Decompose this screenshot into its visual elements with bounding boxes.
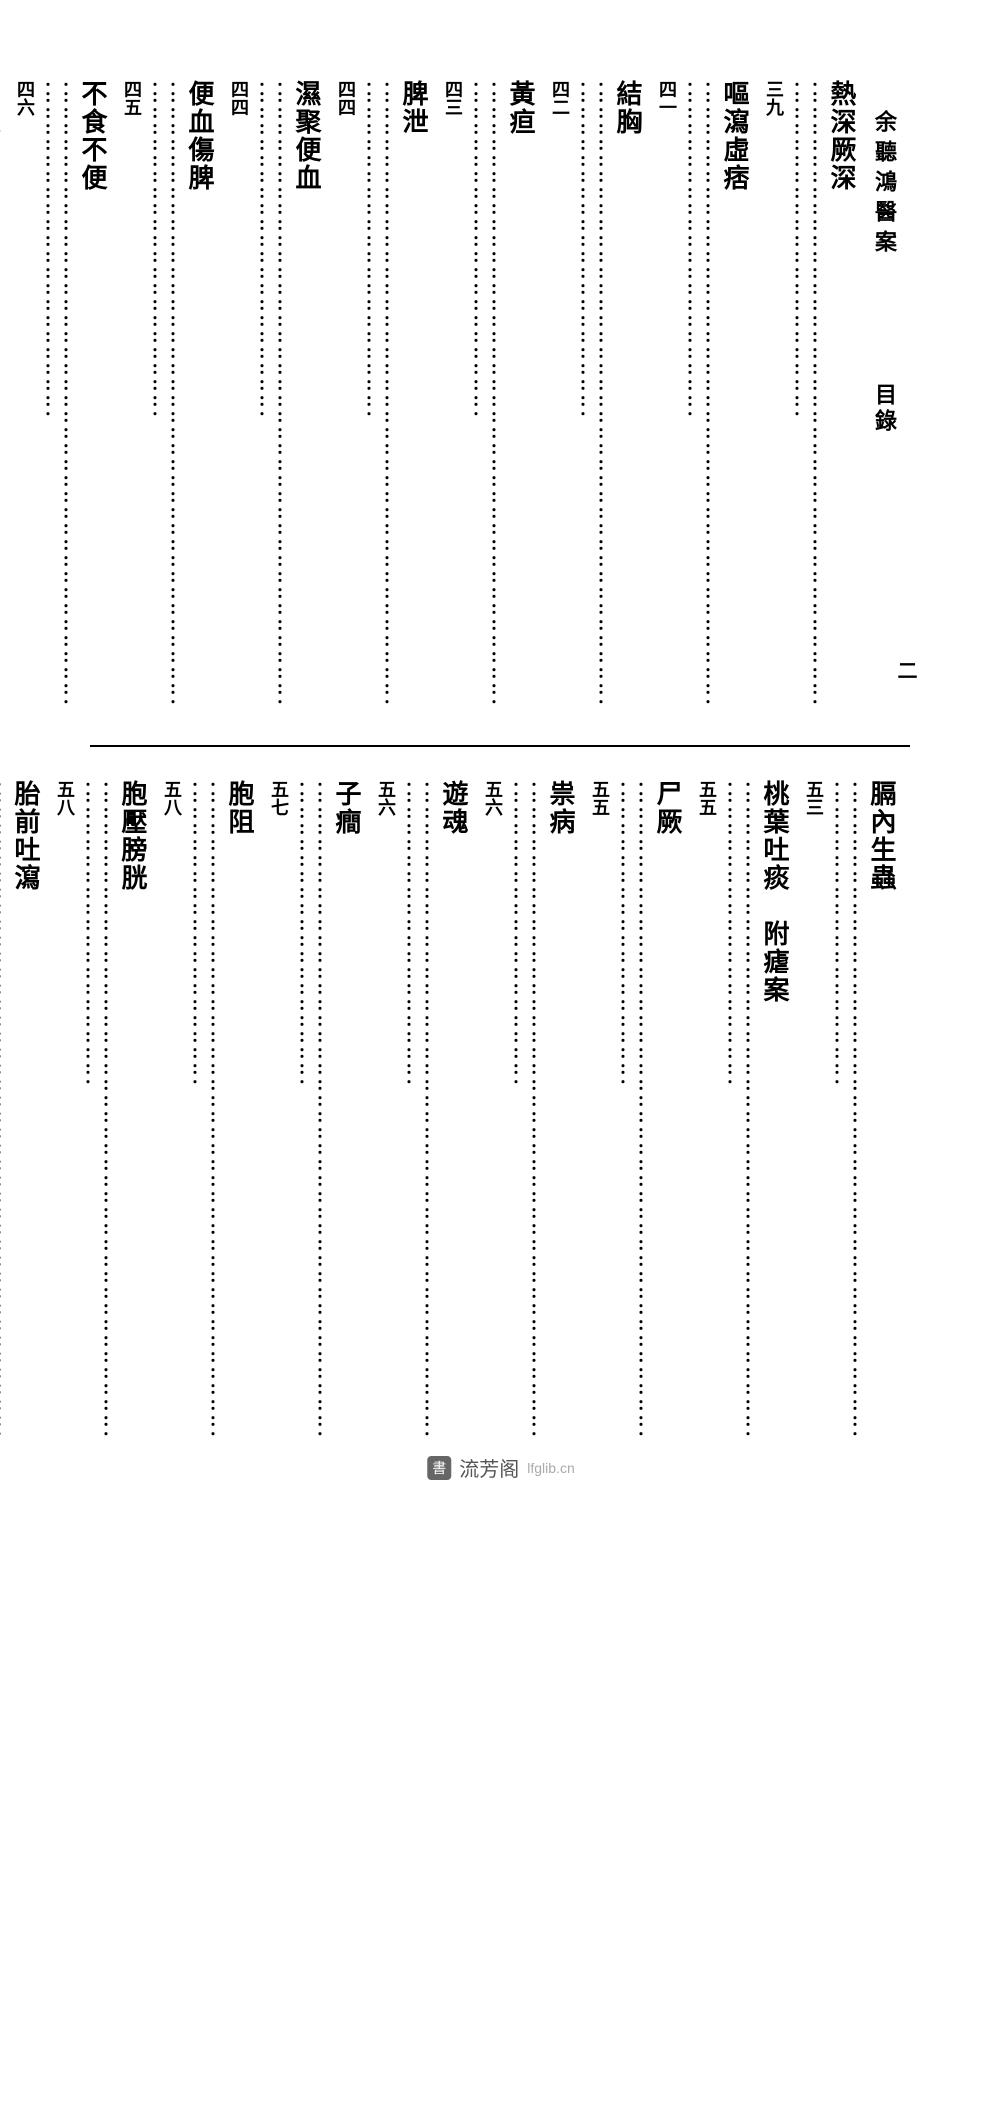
leader-dots: ︰︰︰︰︰︰︰︰︰︰︰︰︰︰︰︰︰︰︰︰︰︰︰︰︰︰︰︰︰︰︰︰︰︰︰︰︰︰︰︰… bbox=[720, 780, 756, 1440]
leader-dots: ︰︰︰︰︰︰︰︰︰︰︰︰︰︰︰︰︰︰︰︰︰︰︰︰︰︰︰︰︰︰︰︰︰︰︰︰︰︰︰︰… bbox=[466, 80, 502, 710]
entry-page: 五八 bbox=[52, 780, 78, 1440]
toc-entry: 子癎︰︰︰︰︰︰︰︰︰︰︰︰︰︰︰︰︰︰︰︰︰︰︰︰︰︰︰︰︰︰︰︰︰︰︰︰︰︰… bbox=[266, 780, 365, 1440]
toc-entry: 胎前吐瀉︰︰︰︰︰︰︰︰︰︰︰︰︰︰︰︰︰︰︰︰︰︰︰︰︰︰︰︰︰︰︰︰︰︰︰︰… bbox=[0, 780, 44, 1440]
entry-title: 膈內生蟲 bbox=[863, 780, 900, 1440]
entry-page: 五三 bbox=[801, 780, 827, 1440]
leader-dots: ︰︰︰︰︰︰︰︰︰︰︰︰︰︰︰︰︰︰︰︰︰︰︰︰︰︰︰︰︰︰︰︰︰︰︰︰︰︰︰︰… bbox=[359, 80, 395, 710]
watermark-cn: 流芳阁 bbox=[459, 1453, 519, 1482]
toc-entry: 不食不便︰︰︰︰︰︰︰︰︰︰︰︰︰︰︰︰︰︰︰︰︰︰︰︰︰︰︰︰︰︰︰︰︰︰︰︰… bbox=[12, 80, 111, 710]
leader-dots: ︰︰︰︰︰︰︰︰︰︰︰︰︰︰︰︰︰︰︰︰︰︰︰︰︰︰︰︰︰︰︰︰︰︰︰︰︰︰︰︰… bbox=[145, 80, 181, 710]
toc-entry: 胞阻︰︰︰︰︰︰︰︰︰︰︰︰︰︰︰︰︰︰︰︰︰︰︰︰︰︰︰︰︰︰︰︰︰︰︰︰︰︰… bbox=[159, 780, 258, 1440]
book-title: 余聽鴻醫案 bbox=[872, 110, 897, 260]
leader-dots: ︰︰︰︰︰︰︰︰︰︰︰︰︰︰︰︰︰︰︰︰︰︰︰︰︰︰︰︰︰︰︰︰︰︰︰︰︰︰︰︰… bbox=[506, 780, 542, 1440]
toc-entry: 熱深厥深︰︰︰︰︰︰︰︰︰︰︰︰︰︰︰︰︰︰︰︰︰︰︰︰︰︰︰︰︰︰︰︰︰︰︰︰… bbox=[761, 80, 860, 710]
entry-title: 嘔瀉虛痞 bbox=[716, 80, 753, 710]
leader-dots: ︰︰︰︰︰︰︰︰︰︰︰︰︰︰︰︰︰︰︰︰︰︰︰︰︰︰︰︰︰︰︰︰︰︰︰︰︰︰︰︰… bbox=[787, 80, 823, 710]
leader-dots: ︰︰︰︰︰︰︰︰︰︰︰︰︰︰︰︰︰︰︰︰︰︰︰︰︰︰︰︰︰︰︰︰︰︰︰︰︰︰︰︰… bbox=[827, 780, 863, 1440]
entry-page: 四四 bbox=[333, 80, 359, 710]
book-header: 余聽鴻醫案 目錄 bbox=[868, 80, 900, 710]
entry-page: 三九 bbox=[761, 80, 787, 710]
toc-entry: 膈內生蟲︰︰︰︰︰︰︰︰︰︰︰︰︰︰︰︰︰︰︰︰︰︰︰︰︰︰︰︰︰︰︰︰︰︰︰︰… bbox=[801, 780, 900, 1440]
watermark-url: lfglib.cn bbox=[527, 1460, 574, 1476]
page-indicator: 二 bbox=[891, 660, 920, 680]
toc-entry: 胞壓膀胱︰︰︰︰︰︰︰︰︰︰︰︰︰︰︰︰︰︰︰︰︰︰︰︰︰︰︰︰︰︰︰︰︰︰︰︰… bbox=[52, 780, 151, 1440]
entry-title: 不食不便 bbox=[74, 80, 111, 710]
entry-title: 桃葉吐痰 附瘧案 bbox=[756, 780, 793, 1440]
entry-title: 便血傷脾 bbox=[181, 80, 218, 710]
entry-title: 尸厥 bbox=[649, 780, 686, 1440]
section-divider bbox=[90, 745, 910, 747]
entry-page: 四三 bbox=[440, 80, 466, 710]
toc-entry: 嘔瀉虛痞︰︰︰︰︰︰︰︰︰︰︰︰︰︰︰︰︰︰︰︰︰︰︰︰︰︰︰︰︰︰︰︰︰︰︰︰… bbox=[654, 80, 753, 710]
watermark: 書 流芳阁 lfglib.cn bbox=[427, 1453, 574, 1482]
entry-title: 黃疸 bbox=[502, 80, 539, 710]
leader-dots: ︰︰︰︰︰︰︰︰︰︰︰︰︰︰︰︰︰︰︰︰︰︰︰︰︰︰︰︰︰︰︰︰︰︰︰︰︰︰︰︰… bbox=[292, 780, 328, 1440]
leader-dots: ︰︰︰︰︰︰︰︰︰︰︰︰︰︰︰︰︰︰︰︰︰︰︰︰︰︰︰︰︰︰︰︰︰︰︰︰︰︰︰︰… bbox=[252, 80, 288, 710]
leader-dots: ︰︰︰︰︰︰︰︰︰︰︰︰︰︰︰︰︰︰︰︰︰︰︰︰︰︰︰︰︰︰︰︰︰︰︰︰︰︰︰︰… bbox=[0, 780, 7, 1440]
toc-entry: 大便秘結︰︰︰︰︰︰︰︰︰︰︰︰︰︰︰︰︰︰︰︰︰︰︰︰︰︰︰︰︰︰︰︰︰︰︰︰… bbox=[0, 80, 4, 710]
section-label: 目錄 bbox=[872, 383, 897, 435]
entry-title: 結胸 bbox=[609, 80, 646, 710]
entry-title: 遊魂 bbox=[435, 780, 472, 1440]
entry-title: 祟病 bbox=[542, 780, 579, 1440]
entry-page: 五五 bbox=[694, 780, 720, 1440]
entry-title: 胞阻 bbox=[221, 780, 258, 1440]
entry-page: 四五 bbox=[119, 80, 145, 710]
entry-page: 五八 bbox=[159, 780, 185, 1440]
leader-dots: ︰︰︰︰︰︰︰︰︰︰︰︰︰︰︰︰︰︰︰︰︰︰︰︰︰︰︰︰︰︰︰︰︰︰︰︰︰︰︰︰… bbox=[573, 80, 609, 710]
entry-title: 胞壓膀胱 bbox=[114, 780, 151, 1440]
entry-title: 大便秘結 bbox=[0, 80, 4, 710]
leader-dots: ︰︰︰︰︰︰︰︰︰︰︰︰︰︰︰︰︰︰︰︰︰︰︰︰︰︰︰︰︰︰︰︰︰︰︰︰︰︰︰︰… bbox=[399, 780, 435, 1440]
entry-page: 五五 bbox=[587, 780, 613, 1440]
toc-entry: 祟病︰︰︰︰︰︰︰︰︰︰︰︰︰︰︰︰︰︰︰︰︰︰︰︰︰︰︰︰︰︰︰︰︰︰︰︰︰︰… bbox=[480, 780, 579, 1440]
entry-page: 四六 bbox=[12, 80, 38, 710]
toc-entry: 尸厥︰︰︰︰︰︰︰︰︰︰︰︰︰︰︰︰︰︰︰︰︰︰︰︰︰︰︰︰︰︰︰︰︰︰︰︰︰︰… bbox=[587, 780, 686, 1440]
entry-title: 胎前吐瀉 bbox=[7, 780, 44, 1440]
leader-dots: ︰︰︰︰︰︰︰︰︰︰︰︰︰︰︰︰︰︰︰︰︰︰︰︰︰︰︰︰︰︰︰︰︰︰︰︰︰︰︰︰… bbox=[185, 780, 221, 1440]
leader-dots: ︰︰︰︰︰︰︰︰︰︰︰︰︰︰︰︰︰︰︰︰︰︰︰︰︰︰︰︰︰︰︰︰︰︰︰︰︰︰︰︰… bbox=[38, 80, 74, 710]
leader-dots: ︰︰︰︰︰︰︰︰︰︰︰︰︰︰︰︰︰︰︰︰︰︰︰︰︰︰︰︰︰︰︰︰︰︰︰︰︰︰︰︰… bbox=[680, 80, 716, 710]
entry-page: 五六 bbox=[373, 780, 399, 1440]
entry-title: 濕聚便血 bbox=[288, 80, 325, 710]
watermark-icon: 書 bbox=[427, 1456, 451, 1480]
entry-title: 脾泄 bbox=[395, 80, 432, 710]
toc-entry: 桃葉吐痰 附瘧案︰︰︰︰︰︰︰︰︰︰︰︰︰︰︰︰︰︰︰︰︰︰︰︰︰︰︰︰︰︰︰︰… bbox=[694, 780, 793, 1440]
toc-entry: 便血傷脾︰︰︰︰︰︰︰︰︰︰︰︰︰︰︰︰︰︰︰︰︰︰︰︰︰︰︰︰︰︰︰︰︰︰︰︰… bbox=[119, 80, 218, 710]
leader-dots: ︰︰︰︰︰︰︰︰︰︰︰︰︰︰︰︰︰︰︰︰︰︰︰︰︰︰︰︰︰︰︰︰︰︰︰︰︰︰︰︰… bbox=[613, 780, 649, 1440]
entry-page: 五七 bbox=[266, 780, 292, 1440]
leader-dots: ︰︰︰︰︰︰︰︰︰︰︰︰︰︰︰︰︰︰︰︰︰︰︰︰︰︰︰︰︰︰︰︰︰︰︰︰︰︰︰︰… bbox=[78, 780, 114, 1440]
entry-title: 熱深厥深 bbox=[823, 80, 860, 710]
entry-page: 四二 bbox=[547, 80, 573, 710]
toc-entry: 結胸︰︰︰︰︰︰︰︰︰︰︰︰︰︰︰︰︰︰︰︰︰︰︰︰︰︰︰︰︰︰︰︰︰︰︰︰︰︰… bbox=[547, 80, 646, 710]
toc-entry: 黃疸︰︰︰︰︰︰︰︰︰︰︰︰︰︰︰︰︰︰︰︰︰︰︰︰︰︰︰︰︰︰︰︰︰︰︰︰︰︰… bbox=[440, 80, 539, 710]
entry-page: 五六 bbox=[480, 780, 506, 1440]
toc-entry: 脾泄︰︰︰︰︰︰︰︰︰︰︰︰︰︰︰︰︰︰︰︰︰︰︰︰︰︰︰︰︰︰︰︰︰︰︰︰︰︰… bbox=[333, 80, 432, 710]
toc-entry: 濕聚便血︰︰︰︰︰︰︰︰︰︰︰︰︰︰︰︰︰︰︰︰︰︰︰︰︰︰︰︰︰︰︰︰︰︰︰︰… bbox=[226, 80, 325, 710]
entry-page: 四四 bbox=[226, 80, 252, 710]
toc-entry: 遊魂︰︰︰︰︰︰︰︰︰︰︰︰︰︰︰︰︰︰︰︰︰︰︰︰︰︰︰︰︰︰︰︰︰︰︰︰︰︰… bbox=[373, 780, 472, 1440]
entry-page: 四一 bbox=[654, 80, 680, 710]
entry-title: 子癎 bbox=[328, 780, 365, 1440]
